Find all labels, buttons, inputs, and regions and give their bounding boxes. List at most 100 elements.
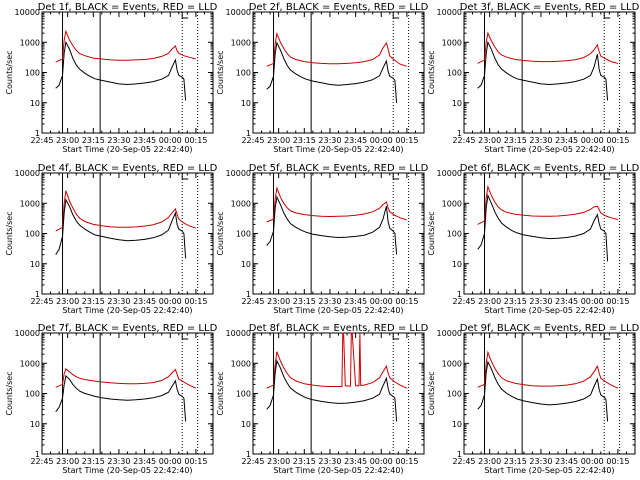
plot-frame [252,172,425,295]
x-tick-label: 23:30 [529,136,552,145]
x-axis-label: Start Time (20-Sep-05 22:42:40) [62,466,192,475]
x-tick-label: 23:45 [344,136,367,145]
y-tick-label: 1000 [20,38,40,47]
y-tick-label: 10000 [15,169,40,178]
x-tick-label: 00:00 [370,136,393,145]
y-tick-label: 100 [236,390,251,399]
x-tick-label: 23:00 [56,297,79,306]
x-tick-label: 23:45 [344,297,367,306]
x-tick-label: 23:00 [56,136,79,145]
x-tick-label: 23:45 [344,457,367,466]
x-tick-label: 22:45 [241,297,264,306]
y-tick-label: 1000 [20,199,40,208]
x-tick-label: 23:30 [318,136,341,145]
x-tick-label: 22:45 [241,136,264,145]
x-tick-label: 23:45 [133,457,156,466]
x-tick-label: 00:15 [184,136,207,145]
x-tick-label: 23:30 [107,297,130,306]
series-red-line [477,350,619,389]
time-flag-marker [603,173,611,180]
y-tick-label: 10 [452,99,462,108]
y-tick-label: 10000 [226,169,251,178]
x-tick-label: 22:45 [30,136,53,145]
x-axis-label: Start Time (20-Sep-05 22:42:40) [484,145,614,154]
y-tick-label: 1 [246,450,251,459]
plot-frame [463,332,636,455]
panel-1: Det 1f, BLACK = Events, RED = LLD 1 10 100 1… [5,2,218,154]
x-tick-label: 00:00 [159,136,182,145]
y-tick-label: 1 [35,450,40,459]
x-axis-label: Start Time (20-Sep-05 22:42:40) [273,145,403,154]
plot-frame [41,172,214,295]
time-flag-marker [392,12,400,19]
y-tick-label: 100 [447,69,462,78]
x-tick-label: 23:15 [293,457,316,466]
y-axis-label: Counts/sec [427,211,436,255]
x-tick-label: 00:00 [159,297,182,306]
y-tick-label: 10000 [437,329,462,338]
x-tick-label: 00:15 [395,136,418,145]
panel-title: Det 4f, BLACK = Events, RED = LLD [38,163,218,174]
x-tick-label: 23:00 [478,136,501,145]
x-tick-label: 00:15 [395,297,418,306]
x-tick-label: 23:30 [107,457,130,466]
x-tick-label: 23:45 [555,297,578,306]
x-tick-label: 00:00 [370,297,393,306]
series-black-line [55,198,187,259]
y-tick-label: 10000 [226,8,251,17]
panel-9: Det 9f, BLACK = Events, RED = LLD 1 10 100 1… [427,323,640,475]
series-black-line [55,40,187,101]
time-flag-marker [603,333,611,340]
panel-4: Det 4f, BLACK = Events, RED = LLD 1 10 100 1… [5,163,218,315]
panel-title: Det 9f, BLACK = Events, RED = LLD [460,323,640,334]
y-tick-label: 10 [241,420,251,429]
y-tick-label: 10000 [15,8,40,17]
series-red-line [55,29,197,63]
y-tick-label: 1000 [442,38,462,47]
x-tick-label: 22:45 [452,136,475,145]
x-tick-label: 23:00 [56,457,79,466]
x-tick-label: 22:45 [241,457,264,466]
y-tick-label: 100 [236,69,251,78]
series-red-line [477,184,619,225]
series-black-line [266,195,398,255]
x-tick-label: 00:15 [606,136,629,145]
x-tick-label: 23:30 [529,297,552,306]
series-black-line [477,40,609,101]
y-tick-label: 10 [30,99,40,108]
panel-title: Det 2f, BLACK = Events, RED = LLD [249,2,429,13]
x-tick-label: 00:00 [581,457,604,466]
y-tick-label: 100 [25,390,40,399]
series-red-line [477,31,619,64]
plot-frame [252,332,425,455]
plot-frame [252,11,425,134]
y-tick-label: 10000 [437,8,462,17]
y-tick-label: 1000 [231,359,251,368]
series-red-line [266,32,408,67]
y-tick-label: 1000 [20,359,40,368]
x-axis-label: Start Time (20-Sep-05 22:42:40) [273,466,403,475]
y-tick-label: 1000 [442,359,462,368]
y-tick-label: 10 [30,260,40,269]
y-tick-label: 1000 [231,38,251,47]
x-tick-label: 23:00 [267,136,290,145]
series-red-line [266,186,408,223]
x-axis-label: Start Time (20-Sep-05 22:42:40) [484,306,614,315]
y-tick-label: 10000 [15,329,40,338]
y-tick-label: 100 [25,69,40,78]
x-tick-label: 00:15 [606,297,629,306]
x-tick-label: 00:00 [370,457,393,466]
x-tick-label: 23:00 [478,297,501,306]
y-tick-label: 1 [246,129,251,138]
x-tick-label: 22:45 [30,297,53,306]
series-red-line [55,368,197,389]
time-flag-marker [181,173,189,180]
x-tick-label: 23:15 [504,457,527,466]
x-tick-label: 00:00 [581,297,604,306]
series-black-line [266,359,398,422]
y-axis-label: Counts/sec [216,211,225,255]
panel-title: Det 3f, BLACK = Events, RED = LLD [460,2,640,13]
y-tick-label: 1000 [442,199,462,208]
panel-6: Det 6f, BLACK = Events, RED = LLD 1 10 100 1… [427,163,640,315]
